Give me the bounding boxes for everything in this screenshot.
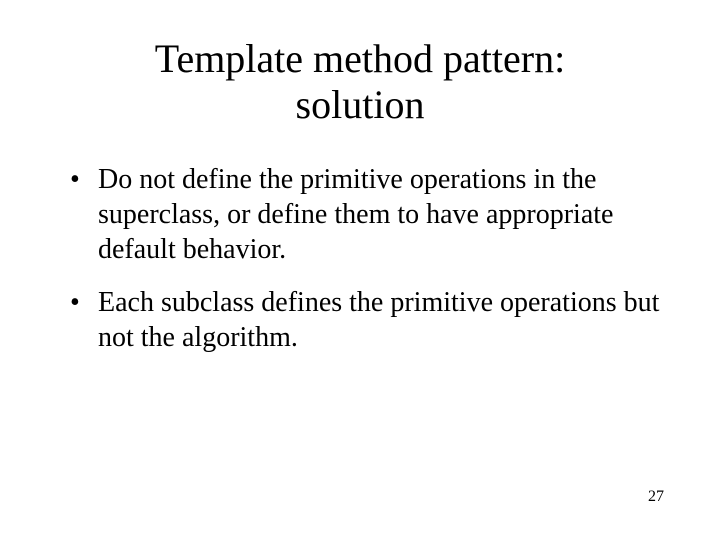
bullet-text: Each subclass defines the primitive oper… <box>98 287 659 353</box>
bullet-list: Do not define the primitive operations i… <box>60 162 660 355</box>
title-line-1: Template method pattern: <box>155 36 565 81</box>
page-number: 27 <box>648 488 664 506</box>
slide-title: Template method pattern: solution <box>60 36 660 128</box>
bullet-item: Do not define the primitive operations i… <box>70 162 660 267</box>
title-line-2: solution <box>296 82 425 127</box>
bullet-item: Each subclass defines the primitive oper… <box>70 285 660 355</box>
slide-container: Template method pattern: solution Do not… <box>0 0 720 540</box>
bullet-text: Do not define the primitive operations i… <box>98 164 613 265</box>
